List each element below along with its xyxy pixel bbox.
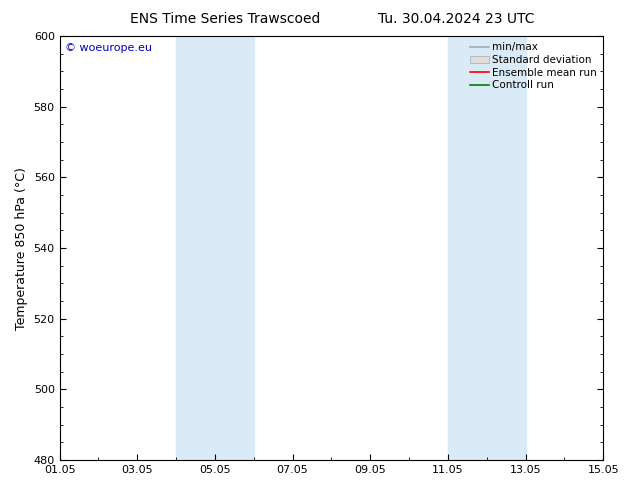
Y-axis label: Temperature 850 hPa (°C): Temperature 850 hPa (°C) <box>15 167 28 330</box>
Text: Tu. 30.04.2024 23 UTC: Tu. 30.04.2024 23 UTC <box>378 12 534 26</box>
Legend: min/max, Standard deviation, Ensemble mean run, Controll run: min/max, Standard deviation, Ensemble me… <box>469 41 598 91</box>
Bar <box>448 36 526 460</box>
Text: ENS Time Series Trawscoed: ENS Time Series Trawscoed <box>130 12 320 26</box>
Bar <box>176 36 254 460</box>
Text: © woeurope.eu: © woeurope.eu <box>65 43 152 52</box>
